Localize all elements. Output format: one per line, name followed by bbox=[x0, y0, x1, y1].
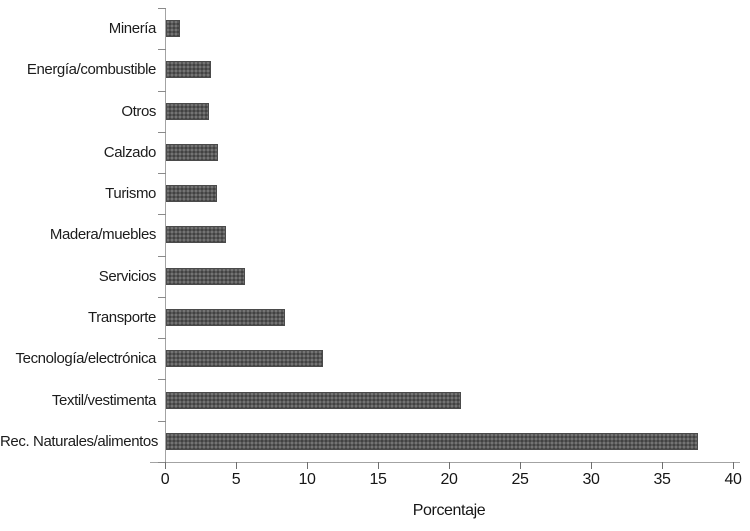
x-axis-tick-label: 10 bbox=[298, 471, 316, 488]
y-axis-tick bbox=[158, 420, 166, 422]
category-label: Energía/combustible bbox=[26, 61, 157, 79]
x-axis-tick bbox=[165, 462, 166, 469]
bar bbox=[166, 102, 209, 120]
x-axis-tick-label: 0 bbox=[160, 471, 170, 488]
x-axis-tick bbox=[307, 462, 308, 469]
bar-track bbox=[166, 421, 733, 462]
chart-row: Madera/muebles bbox=[0, 214, 733, 255]
bar bbox=[166, 350, 324, 368]
bar-track bbox=[166, 49, 733, 90]
bar-track bbox=[166, 297, 733, 338]
x-axis-tick bbox=[520, 462, 521, 469]
y-axis-tick bbox=[158, 8, 166, 9]
x-axis-tick bbox=[236, 462, 237, 469]
category-label: Rec. Naturales/alimentos bbox=[0, 432, 158, 450]
chart-row: Turismo bbox=[0, 173, 733, 214]
category-label: Minería bbox=[108, 20, 157, 38]
x-axis-tick-label: 30 bbox=[582, 471, 600, 488]
category-label: Tecnología/electrónica bbox=[15, 350, 157, 368]
bar-track bbox=[166, 132, 733, 173]
x-axis-line bbox=[150, 462, 740, 463]
bar bbox=[166, 267, 246, 285]
y-axis-tick bbox=[158, 379, 166, 381]
x-axis-tick-label: 35 bbox=[653, 471, 671, 488]
chart-row: Rec. Naturales/alimentos bbox=[0, 421, 733, 462]
bar-track bbox=[166, 173, 733, 214]
chart-row: Energía/combustible bbox=[0, 49, 733, 90]
y-axis-tick bbox=[158, 255, 166, 257]
x-axis-tick-label: 5 bbox=[231, 471, 241, 488]
bar bbox=[166, 20, 181, 38]
chart-row: Tecnología/electrónica bbox=[0, 338, 733, 379]
y-axis-tick bbox=[158, 90, 166, 92]
y-axis-tick bbox=[158, 173, 166, 175]
chart-row: Minería bbox=[0, 8, 733, 49]
x-axis-tick-label: 40 bbox=[724, 471, 742, 488]
bar bbox=[166, 432, 698, 450]
category-label: Textil/vestimenta bbox=[51, 391, 156, 409]
category-label: Transporte bbox=[88, 308, 156, 326]
chart-row: Otros bbox=[0, 91, 733, 132]
category-label: Turismo bbox=[105, 185, 156, 203]
category-label: Servicios bbox=[98, 267, 157, 285]
bar bbox=[166, 61, 212, 79]
y-axis-tick bbox=[158, 214, 166, 216]
y-axis-line bbox=[165, 8, 166, 463]
bar-track bbox=[166, 379, 733, 420]
category-label: Calzado bbox=[103, 143, 157, 161]
x-axis-tick-label: 25 bbox=[511, 471, 529, 488]
chart-row: Textil/vestimenta bbox=[0, 379, 733, 420]
y-axis-tick bbox=[158, 296, 166, 298]
y-axis-tick bbox=[158, 462, 166, 463]
x-axis-tick bbox=[449, 462, 450, 469]
bar bbox=[166, 308, 286, 326]
bar bbox=[166, 226, 226, 244]
bar bbox=[166, 143, 219, 161]
y-axis-tick bbox=[158, 49, 166, 51]
x-axis-tick-label: 15 bbox=[369, 471, 387, 488]
bar bbox=[166, 391, 461, 409]
x-axis-tick bbox=[733, 462, 734, 469]
chart-rows: Minería Energía/combustible Otros Calzado Tu… bbox=[0, 8, 733, 462]
x-axis-tick-label: 20 bbox=[440, 471, 458, 488]
bar-track bbox=[166, 91, 733, 132]
y-axis-tick bbox=[158, 338, 166, 340]
x-axis-title: Porcentaje bbox=[412, 502, 486, 519]
bar-track bbox=[166, 8, 733, 49]
bar bbox=[166, 185, 218, 203]
x-axis-tick bbox=[378, 462, 379, 469]
bar-track bbox=[166, 256, 733, 297]
bar-track bbox=[166, 338, 733, 379]
x-axis-tick bbox=[662, 462, 663, 469]
chart-row: Transporte bbox=[0, 297, 733, 338]
chart-row: Calzado bbox=[0, 132, 733, 173]
bar-track bbox=[166, 214, 733, 255]
y-axis-tick bbox=[158, 131, 166, 133]
x-axis-tick bbox=[591, 462, 592, 469]
chart-row: Servicios bbox=[0, 256, 733, 297]
category-label: Otros bbox=[121, 102, 156, 120]
category-label: Madera/muebles bbox=[49, 226, 157, 244]
